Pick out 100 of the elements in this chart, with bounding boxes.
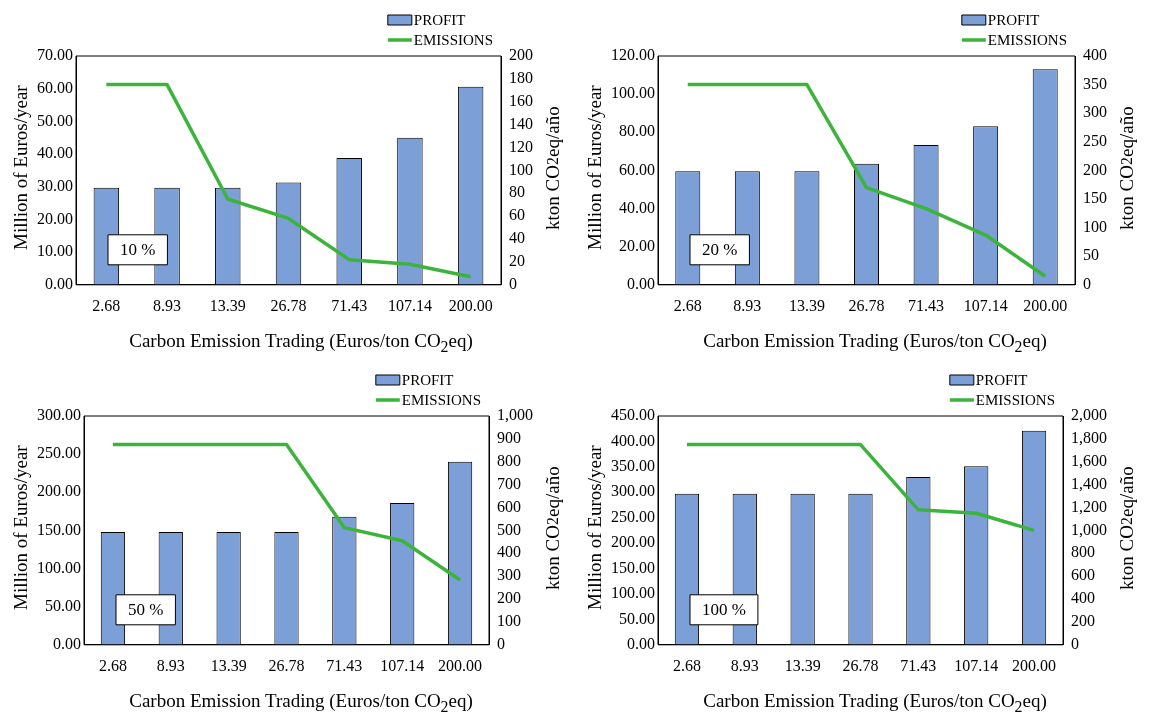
y-tick-label: 40.00 xyxy=(37,144,73,162)
x-axis-title: Carbon Emission Trading (Euros/ton CO$_{2}$eq) xyxy=(702,688,1048,717)
x-tick-label: 13.39 xyxy=(784,656,821,674)
y2-tick-label: 200 xyxy=(497,589,521,607)
x-tick-label: 2.68 xyxy=(92,296,121,314)
y2-tick-label: 1,400 xyxy=(1071,474,1107,492)
y2-tick-label: 600 xyxy=(497,497,521,515)
y2-tick-label: 500 xyxy=(497,520,521,538)
y2-tick-label: 100 xyxy=(1083,217,1107,235)
y-tick-label: 0.00 xyxy=(45,275,73,292)
y2-tick-label: 50 xyxy=(1083,246,1099,264)
y2-tick-label: 0 xyxy=(1071,634,1079,652)
y-tick-label: 150.00 xyxy=(611,558,655,576)
x-tick-label: 26.78 xyxy=(842,656,879,674)
y-tick-label: 250.00 xyxy=(37,444,81,462)
y2-tick-label: 400 xyxy=(497,543,521,561)
y2-tick-label: 100 xyxy=(497,611,521,629)
annotation: 100 % xyxy=(702,600,746,620)
y-tick-label: 70.00 xyxy=(37,46,73,64)
y-tick-label: 60.00 xyxy=(37,78,73,96)
y-tick-label: 450.00 xyxy=(611,406,655,423)
x-tick-label: 200.00 xyxy=(1012,656,1057,674)
x-tick-label: 26.78 xyxy=(848,296,885,314)
legend-label: PROFIT xyxy=(975,371,1028,388)
legend-label: EMISSIONS xyxy=(413,31,494,48)
y-tick-label: 350.00 xyxy=(611,456,655,474)
x-tick-label: 107.14 xyxy=(387,296,432,314)
y-tick-label: 300.00 xyxy=(37,406,81,423)
y-tick-label: 250.00 xyxy=(611,507,655,525)
x-tick-label: 71.43 xyxy=(331,296,368,314)
y2-tick-label: 150 xyxy=(1083,189,1107,207)
y2-tick-label: 250 xyxy=(1083,132,1107,149)
x-tick-label: 2.68 xyxy=(672,656,701,674)
y-tick-label: 30.00 xyxy=(37,176,73,194)
y-tick-label: 100.00 xyxy=(611,84,655,102)
legend-label: PROFIT xyxy=(401,371,454,388)
y-tick-label: 40.00 xyxy=(619,198,655,216)
x-axis-title: Carbon Emission Trading (Euros/ton CO$_{2}$eq) xyxy=(702,329,1048,357)
x-tick-label: 8.93 xyxy=(730,656,759,674)
y2-tick-label: 900 xyxy=(497,428,521,446)
y2-tick-label: 2,000 xyxy=(1071,406,1107,423)
y2-tick-label: 300 xyxy=(1083,103,1107,121)
y2-tick-label: 0 xyxy=(509,275,517,292)
x-tick-label: 71.43 xyxy=(900,656,937,674)
y-tick-label: 20.00 xyxy=(619,236,655,254)
y2-tick-label: 200 xyxy=(1071,611,1095,629)
y2-tick-label: 200 xyxy=(1083,160,1107,178)
x-tick-label: 200.00 xyxy=(448,296,493,314)
y2-tick-label: 800 xyxy=(1071,543,1095,561)
y-tick-label: 20.00 xyxy=(37,209,73,227)
y2-tick-label: 160 xyxy=(509,91,533,109)
y-tick-label: 150.00 xyxy=(37,520,81,538)
y-tick-label: 10.00 xyxy=(37,242,73,260)
y-axis-title: Million of Euros/year xyxy=(583,444,606,613)
y2-tick-label: 400 xyxy=(1071,589,1095,607)
y2-tick-label: 0 xyxy=(1083,275,1091,292)
y2-tick-label: 1,600 xyxy=(1071,451,1107,469)
legend-label: EMISSIONS xyxy=(987,31,1068,48)
legend-label: PROFIT xyxy=(987,11,1040,28)
y2-tick-label: 300 xyxy=(497,566,521,584)
x-tick-label: 107.14 xyxy=(963,296,1008,314)
y-tick-label: 0.00 xyxy=(53,634,81,652)
x-tick-label: 2.68 xyxy=(673,296,702,314)
y2-tick-label: 700 xyxy=(497,474,521,492)
y2-tick-label: 1,000 xyxy=(497,406,533,423)
y2-tick-label: 200 xyxy=(509,46,533,64)
x-tick-label: 13.39 xyxy=(209,296,246,314)
x-tick-label: 13.39 xyxy=(788,296,825,314)
x-tick-label: 2.68 xyxy=(98,656,127,674)
y-tick-label: 50.00 xyxy=(619,609,655,627)
x-tick-label: 8.93 xyxy=(733,296,762,314)
y-axis-title: Million of Euros/year xyxy=(9,444,32,613)
y2-tick-label: 20 xyxy=(509,252,525,270)
annotation: 50 % xyxy=(128,600,164,620)
y2-tick-label: 140 xyxy=(509,114,533,132)
y-tick-label: 200.00 xyxy=(611,533,655,551)
x-tick-label: 26.78 xyxy=(268,656,305,674)
x-tick-label: 107.14 xyxy=(380,656,425,674)
y-tick-label: 0.00 xyxy=(627,275,655,292)
y-tick-label: 100.00 xyxy=(37,558,81,576)
y2-tick-label: 1,000 xyxy=(1071,520,1107,538)
y2-tick-label: 80 xyxy=(509,183,525,201)
x-tick-label: 71.43 xyxy=(326,656,363,674)
y2-tick-label: 120 xyxy=(509,137,533,155)
annotation: 20 % xyxy=(702,240,738,260)
annotation: 10 % xyxy=(120,240,156,260)
x-tick-label: 8.93 xyxy=(156,656,185,674)
y2-tick-label: 0 xyxy=(497,634,505,652)
x-tick-label: 107.14 xyxy=(954,656,999,674)
y-tick-label: 0.00 xyxy=(627,634,655,652)
y-axis-title: Million of Euros/year xyxy=(583,84,606,253)
x-tick-label: 26.78 xyxy=(270,296,307,314)
y2-tick-label: 180 xyxy=(509,69,533,87)
y2-tick-label: 100 xyxy=(509,160,533,178)
x-tick-label: 8.93 xyxy=(153,296,182,314)
x-axis-title: Carbon Emission Trading (Euros/ton CO$_{2}$eq) xyxy=(128,688,474,717)
legend-label: PROFIT xyxy=(413,11,466,28)
y-tick-label: 120.00 xyxy=(611,46,655,64)
y-tick-label: 50.00 xyxy=(37,111,73,129)
legend-label: EMISSIONS xyxy=(401,391,482,408)
